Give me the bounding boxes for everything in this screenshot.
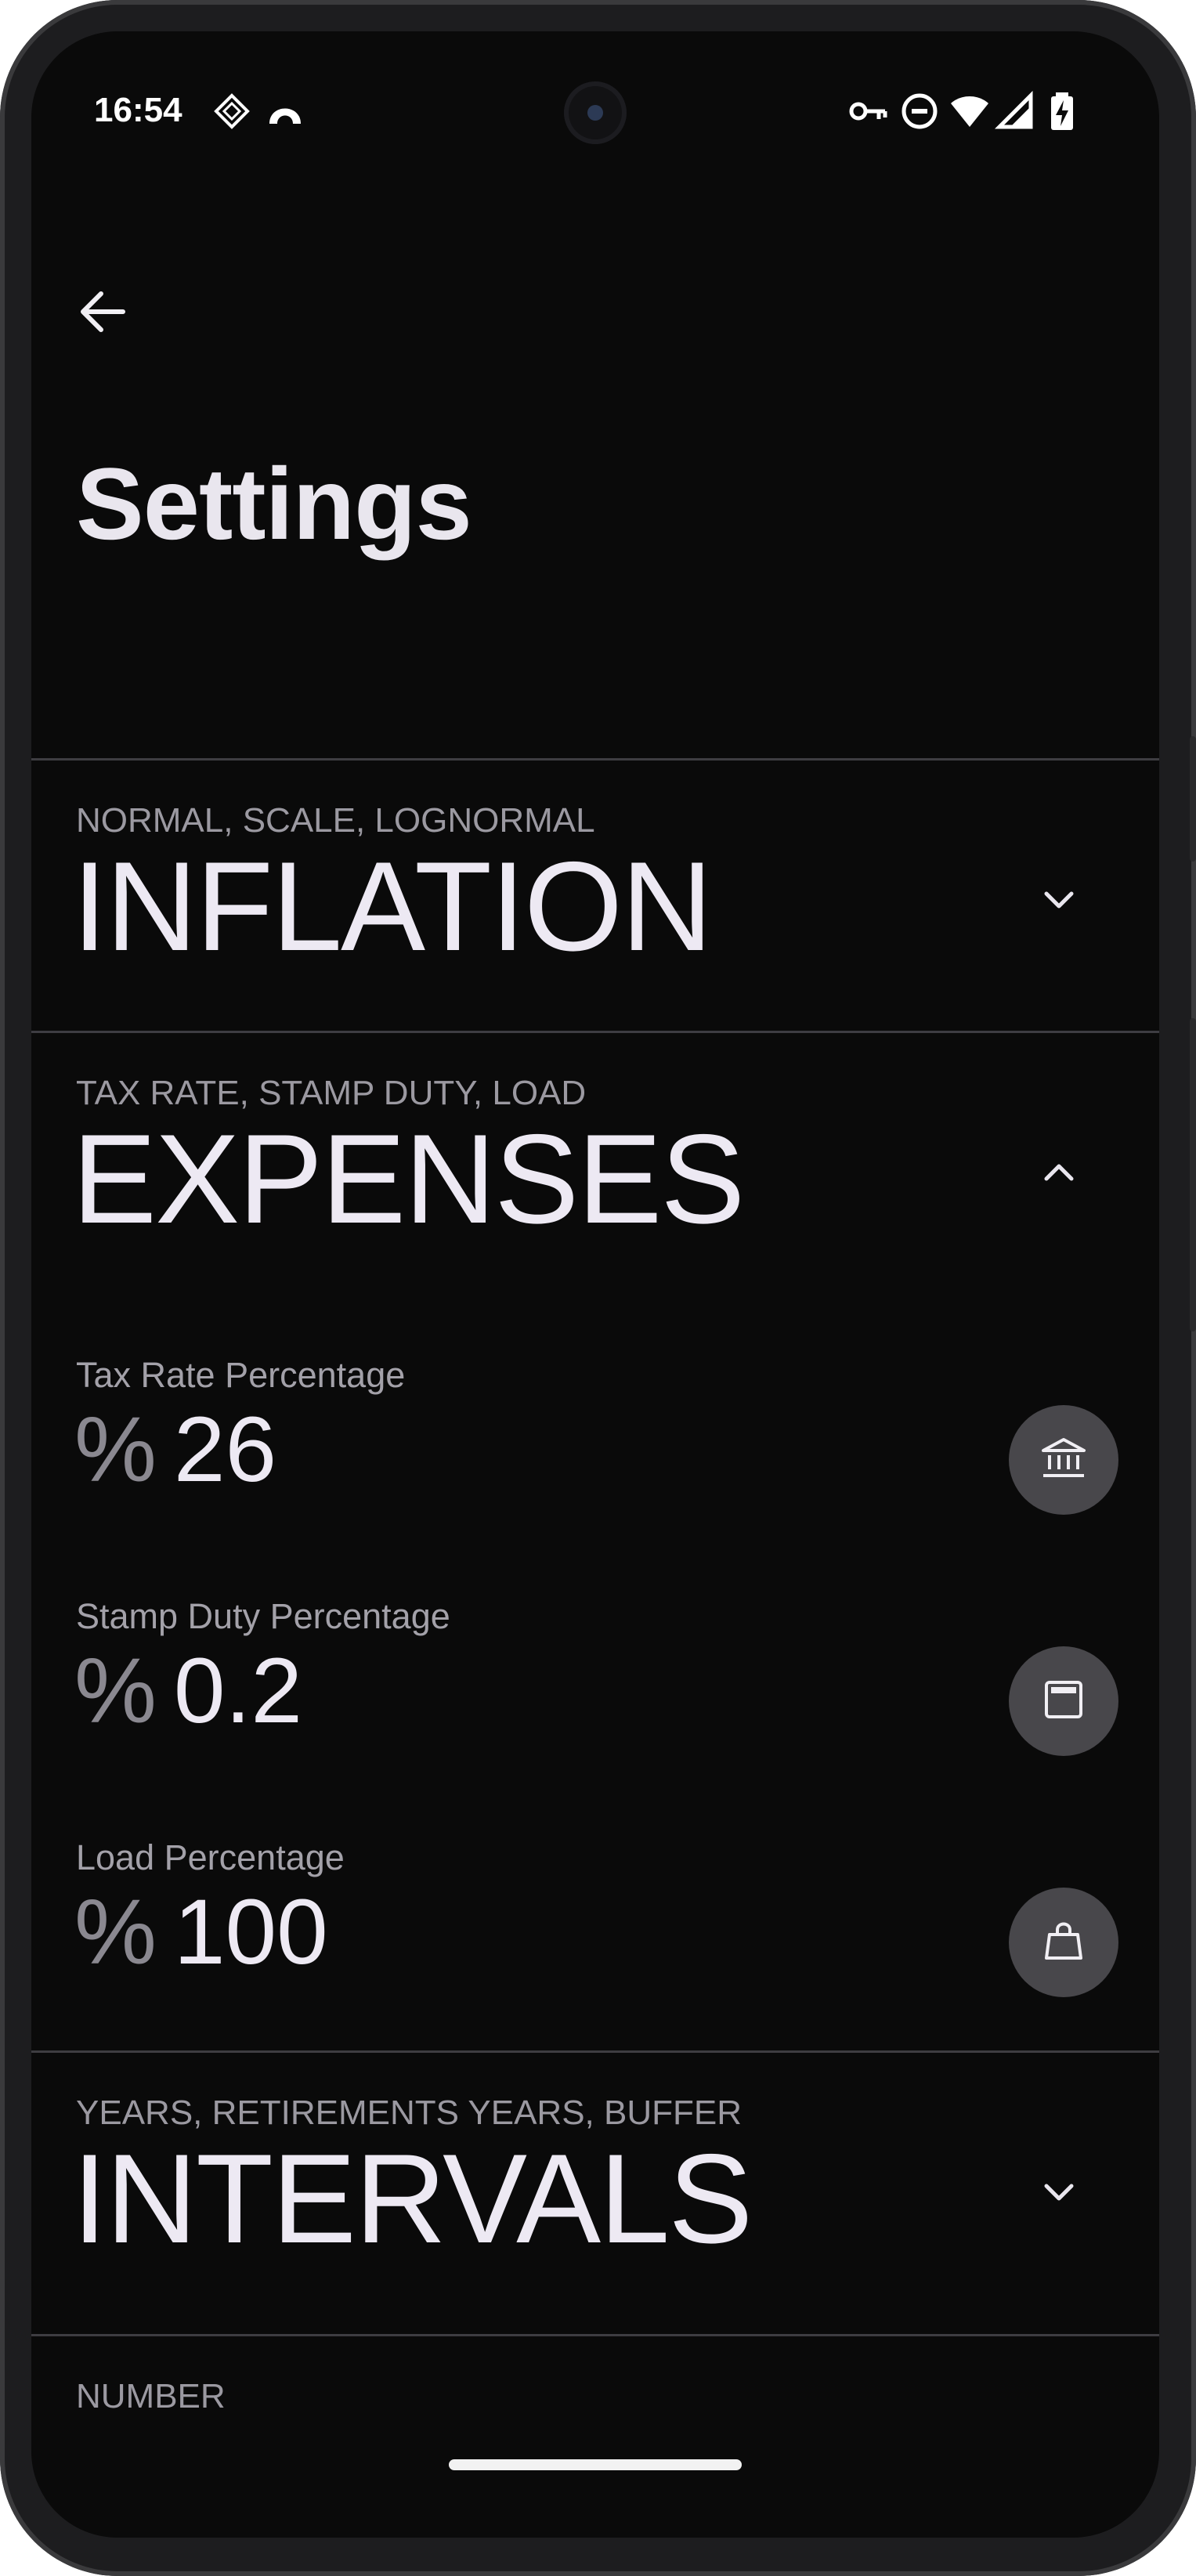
bank-icon bbox=[1039, 1433, 1089, 1487]
number-section-header[interactable]: NUMBER bbox=[31, 2336, 1159, 2493]
back-arrow-icon bbox=[74, 284, 129, 343]
load-icon-button[interactable] bbox=[1009, 1888, 1118, 1997]
wifi-icon bbox=[949, 91, 990, 132]
field-value[interactable]: 100 bbox=[173, 1881, 328, 1984]
section-divider bbox=[31, 1031, 1159, 1033]
section-divider bbox=[31, 758, 1159, 761]
arch-icon bbox=[266, 92, 304, 130]
tax-rate-field[interactable]: Tax Rate Percentage % 26 bbox=[31, 1355, 1159, 1590]
chevron-down-icon[interactable] bbox=[1037, 2170, 1081, 2214]
field-value[interactable]: 26 bbox=[173, 1398, 277, 1501]
battery-charging-icon bbox=[1042, 91, 1082, 132]
inflation-section-header[interactable]: NORMAL, SCALE, LOGNORMAL INFLATION bbox=[31, 761, 1159, 1042]
field-unit: % bbox=[74, 1398, 157, 1501]
status-time: 16:54 bbox=[94, 91, 182, 129]
intervals-section-header[interactable]: YEARS, RETIREMENTS YEARS, BUFFER INTERVA… bbox=[31, 2053, 1159, 2335]
document-icon bbox=[1039, 1675, 1089, 1729]
stamp-duty-icon-button[interactable] bbox=[1009, 1646, 1118, 1756]
volume-button bbox=[1190, 1018, 1196, 1331]
shopping-bag-icon bbox=[1039, 1916, 1089, 1970]
field-value-row[interactable]: % 26 bbox=[74, 1404, 276, 1496]
signal-icon bbox=[994, 90, 1035, 132]
app-screen: 16:54 bbox=[31, 31, 1159, 2538]
gesture-navigation-bar[interactable] bbox=[449, 2459, 742, 2470]
section-title: EXPENSES bbox=[72, 1108, 745, 1250]
vpn-key-icon bbox=[847, 91, 888, 132]
front-camera bbox=[564, 81, 627, 144]
back-button[interactable] bbox=[63, 274, 141, 352]
power-button bbox=[1190, 736, 1196, 862]
section-divider bbox=[31, 2050, 1159, 2053]
page-title: Settings bbox=[76, 446, 472, 561]
chevron-down-icon[interactable] bbox=[1037, 878, 1081, 922]
field-unit: % bbox=[74, 1881, 157, 1984]
status-bar: 16:54 bbox=[31, 31, 1159, 149]
field-unit: % bbox=[74, 1639, 157, 1743]
tax-rate-icon-button[interactable] bbox=[1009, 1405, 1118, 1515]
field-value-row[interactable]: % 100 bbox=[74, 1886, 328, 1978]
stamp-duty-field[interactable]: Stamp Duty Percentage % 0.2 bbox=[31, 1596, 1159, 1831]
section-title: INTERVALS bbox=[72, 2128, 753, 2270]
section-title: INFLATION bbox=[72, 836, 713, 977]
section-subtitle: TAX RATE, STAMP DUTY, LOAD bbox=[76, 1074, 587, 1112]
tag-icon bbox=[213, 92, 251, 130]
field-label: Stamp Duty Percentage bbox=[76, 1596, 450, 1636]
section-subtitle: NUMBER bbox=[76, 2377, 226, 2415]
section-subtitle: NORMAL, SCALE, LOGNORMAL bbox=[76, 801, 595, 840]
expenses-section-header[interactable]: TAX RATE, STAMP DUTY, LOAD EXPENSES bbox=[31, 1033, 1159, 1315]
chevron-up-icon[interactable] bbox=[1037, 1151, 1081, 1194]
field-value-row[interactable]: % 0.2 bbox=[74, 1645, 302, 1737]
field-label: Load Percentage bbox=[76, 1837, 345, 1877]
field-label: Tax Rate Percentage bbox=[76, 1355, 406, 1395]
section-subtitle: YEARS, RETIREMENTS YEARS, BUFFER bbox=[76, 2094, 743, 2132]
do-not-disturb-icon bbox=[899, 91, 940, 132]
load-field[interactable]: Load Percentage % 100 bbox=[31, 1837, 1159, 2072]
field-value[interactable]: 0.2 bbox=[173, 1639, 302, 1743]
section-divider bbox=[31, 2334, 1159, 2336]
